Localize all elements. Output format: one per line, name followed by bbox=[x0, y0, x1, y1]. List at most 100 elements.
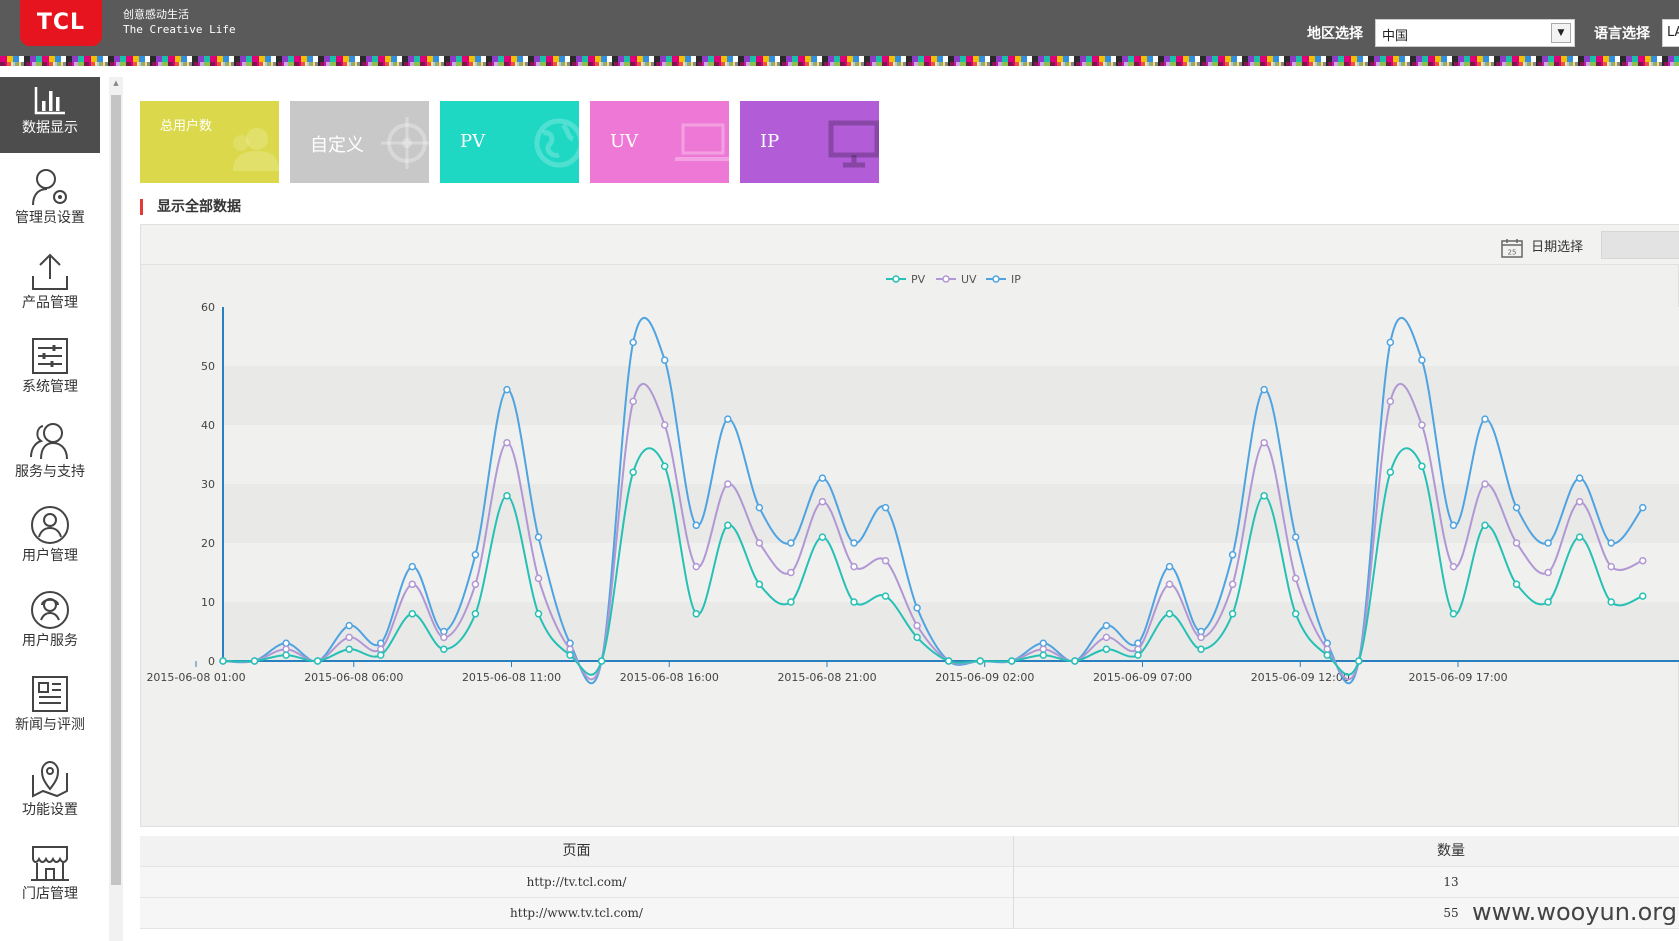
data-point-ip bbox=[629, 338, 637, 347]
data-point-pv bbox=[850, 598, 858, 606]
calendar-icon: 25 bbox=[1501, 238, 1523, 258]
data-point-uv bbox=[850, 562, 858, 571]
data-point-pv bbox=[1228, 610, 1237, 618]
scroll-up-icon[interactable]: ▲ bbox=[113, 79, 119, 87]
data-point-pv bbox=[1544, 598, 1552, 606]
data-point-ip bbox=[1544, 539, 1552, 547]
data-point-pv bbox=[1512, 580, 1521, 589]
x-tick-label: 2015-06-09 07:00 bbox=[1093, 671, 1192, 684]
data-point-pv bbox=[408, 610, 417, 618]
data-point-pv bbox=[1039, 651, 1048, 659]
data-point-uv bbox=[660, 421, 669, 429]
data-point-ip bbox=[1291, 533, 1300, 541]
data-point-uv bbox=[1544, 568, 1552, 577]
sidebar-item-label: 用户管理 bbox=[22, 548, 78, 564]
user-circle-icon bbox=[31, 506, 69, 544]
tile-label: 总用户数 bbox=[160, 119, 213, 134]
sidebar-item-label: 管理员设置 bbox=[15, 210, 85, 226]
data-point-ip bbox=[1607, 539, 1615, 547]
tile-ip[interactable]: IP bbox=[740, 101, 879, 183]
slogan-cn: 创意感动生活 bbox=[123, 8, 189, 21]
data-point-pv bbox=[976, 657, 984, 665]
data-point-ip bbox=[1418, 356, 1426, 364]
data-point-uv bbox=[913, 621, 921, 630]
tile-pv[interactable]: PV bbox=[440, 101, 579, 183]
data-point-ip bbox=[1197, 627, 1205, 636]
bar-chart-icon bbox=[34, 87, 65, 115]
region-value: 中国 bbox=[1382, 29, 1409, 44]
sidebar-item-admin-settings[interactable]: 管理员设置 bbox=[0, 161, 100, 237]
newspaper-icon bbox=[32, 676, 68, 712]
data-point-uv bbox=[1197, 633, 1205, 642]
sidebar-item-system-management[interactable]: 系统管理 bbox=[0, 330, 100, 406]
data-point-uv bbox=[1481, 480, 1489, 488]
data-point-pv bbox=[881, 592, 890, 600]
data-point-ip bbox=[440, 627, 448, 636]
cell-count: 13 bbox=[1443, 875, 1459, 889]
sidebar-item-news-reviews[interactable]: 新闻与评测 bbox=[0, 668, 100, 744]
tile-custom[interactable]: 自定义 bbox=[290, 101, 429, 183]
x-tick-label: 2015-06-09 02:00 bbox=[935, 671, 1034, 684]
column-header-count[interactable]: 数量 bbox=[1437, 843, 1465, 859]
data-point-ip bbox=[724, 415, 732, 423]
data-point-pv bbox=[755, 580, 764, 589]
tile-uv[interactable]: UV bbox=[590, 101, 729, 183]
data-point-ip bbox=[1102, 621, 1111, 630]
data-point-pv bbox=[503, 492, 511, 500]
data-point-ip bbox=[660, 356, 669, 364]
date-input[interactable] bbox=[1601, 231, 1679, 259]
y-tick-label: 10 bbox=[201, 596, 215, 609]
data-point-ip bbox=[1228, 551, 1237, 559]
data-point-pv bbox=[692, 610, 700, 618]
data-point-ip bbox=[503, 385, 511, 394]
data-point-ip bbox=[1386, 338, 1395, 347]
tcl-logo[interactable]: TCL bbox=[20, 0, 102, 46]
data-point-pv bbox=[566, 651, 574, 659]
sidebar-item-product-management[interactable]: 产品管理 bbox=[0, 246, 100, 322]
sidebar-scrollbar[interactable]: ▲ bbox=[109, 77, 123, 941]
x-tick-label: 2015-06-08 06:00 bbox=[304, 671, 403, 684]
table-row[interactable]: http://tv.tcl.com/ 13 bbox=[140, 867, 1679, 898]
region-label: 地区选择 bbox=[1307, 26, 1363, 42]
sidebar-item-user-service[interactable]: 用户服务 bbox=[0, 584, 100, 660]
data-point-uv bbox=[1449, 562, 1458, 571]
grid-band bbox=[223, 366, 1679, 425]
data-point-uv bbox=[503, 438, 511, 447]
sidebar-item-label: 新闻与评测 bbox=[15, 717, 85, 733]
legend-marker-pv bbox=[892, 275, 900, 283]
data-point-ip bbox=[1575, 474, 1584, 482]
data-point-ip bbox=[1512, 503, 1521, 512]
scrollbar-thumb[interactable] bbox=[111, 95, 121, 885]
sidebar-item-service-support[interactable]: 服务与支持 bbox=[0, 415, 100, 491]
data-point-uv bbox=[1639, 556, 1647, 565]
data-point-pv bbox=[787, 598, 795, 606]
column-header-page[interactable]: 页面 bbox=[140, 836, 1014, 867]
data-point-pv bbox=[219, 657, 227, 665]
chart-panel: 25 日期选择 0 10 20 30 40 50 60 2015-06-08 01:00 201… bbox=[140, 224, 1679, 827]
chevron-down-icon[interactable]: ▼ bbox=[1551, 23, 1571, 43]
data-point-uv bbox=[755, 539, 764, 547]
watermark: www.wooyun.org bbox=[1472, 898, 1677, 926]
globe-icon bbox=[534, 118, 579, 168]
region-select[interactable]: 中国 ▼ bbox=[1375, 19, 1575, 47]
sidebar-item-store-management[interactable]: 门店管理 bbox=[0, 837, 100, 913]
section-title: 显示全部数据 bbox=[140, 199, 241, 215]
user-gear-icon bbox=[32, 169, 67, 206]
date-picker-button[interactable]: 25 日期选择 bbox=[1501, 236, 1583, 258]
data-point-pv bbox=[250, 657, 259, 665]
table-row[interactable]: http://www.tv.tcl.com/ 55 bbox=[140, 898, 1679, 929]
sidebar-item-user-management[interactable]: 用户管理 bbox=[0, 499, 100, 575]
calendar-day: 25 bbox=[1508, 248, 1517, 256]
data-point-ip bbox=[345, 621, 353, 630]
y-tick-label: 40 bbox=[201, 419, 215, 432]
sidebar-item-data-display[interactable]: 数据显示 bbox=[0, 77, 100, 153]
tile-total-users[interactable]: 总用户数 bbox=[140, 101, 279, 183]
data-point-uv bbox=[1134, 645, 1142, 653]
data-point-uv bbox=[408, 580, 417, 589]
data-point-pv bbox=[913, 633, 921, 642]
sidebar-item-feature-settings[interactable]: 功能设置 bbox=[0, 753, 100, 829]
legend-marker-ip bbox=[992, 275, 1000, 283]
data-point-uv bbox=[1260, 438, 1268, 447]
legend-marker-uv bbox=[942, 275, 950, 283]
language-select[interactable]: LA bbox=[1662, 19, 1679, 47]
